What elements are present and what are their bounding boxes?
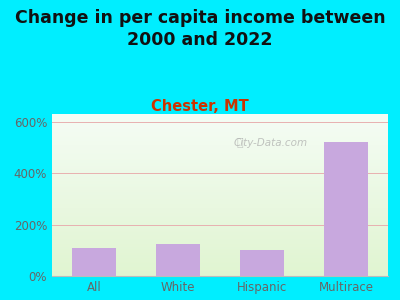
Bar (72, 248, 116, 276)
Bar (240, 250, 284, 276)
Text: ⓘ: ⓘ (237, 138, 244, 148)
Bar (156, 244, 200, 276)
Text: Chester, MT: Chester, MT (151, 99, 249, 114)
Bar (324, 142, 368, 276)
Text: Change in per capita income between
2000 and 2022: Change in per capita income between 2000… (15, 9, 385, 49)
Text: City-Data.com: City-Data.com (233, 138, 308, 148)
